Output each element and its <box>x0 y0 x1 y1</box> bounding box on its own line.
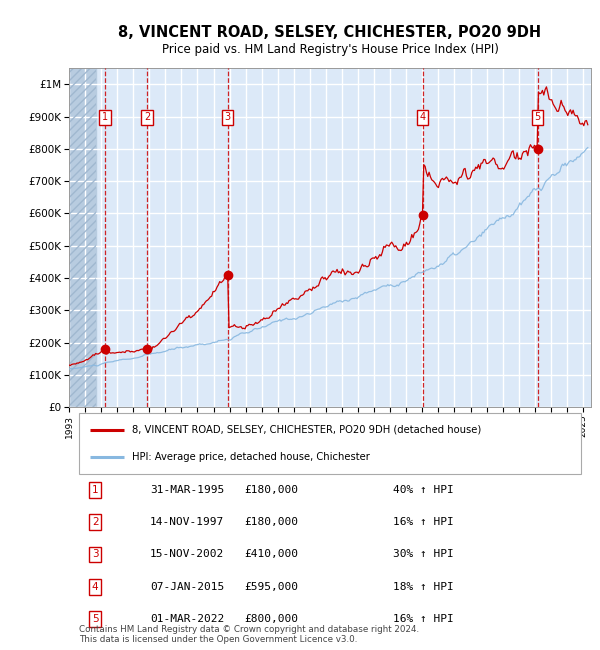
Text: 5: 5 <box>535 112 541 122</box>
Text: 30% ↑ HPI: 30% ↑ HPI <box>392 549 454 560</box>
Text: 01-MAR-2022: 01-MAR-2022 <box>150 614 224 624</box>
Text: 3: 3 <box>224 112 231 122</box>
Bar <box>69 68 97 407</box>
Text: 07-JAN-2015: 07-JAN-2015 <box>150 582 224 592</box>
Text: 4: 4 <box>419 112 426 122</box>
Text: 5: 5 <box>92 614 98 624</box>
Text: Contains HM Land Registry data © Crown copyright and database right 2024.
This d: Contains HM Land Registry data © Crown c… <box>79 625 419 644</box>
Text: 1: 1 <box>102 112 108 122</box>
Text: £180,000: £180,000 <box>245 517 299 527</box>
Text: Price paid vs. HM Land Registry's House Price Index (HPI): Price paid vs. HM Land Registry's House … <box>161 43 499 56</box>
FancyBboxPatch shape <box>79 413 581 474</box>
Text: 31-MAR-1995: 31-MAR-1995 <box>150 485 224 495</box>
Text: 15-NOV-2002: 15-NOV-2002 <box>150 549 224 560</box>
Bar <box>69 68 97 407</box>
Text: HPI: Average price, detached house, Chichester: HPI: Average price, detached house, Chic… <box>131 452 370 462</box>
Text: 8, VINCENT ROAD, SELSEY, CHICHESTER, PO20 9DH: 8, VINCENT ROAD, SELSEY, CHICHESTER, PO2… <box>118 25 542 40</box>
Text: 40% ↑ HPI: 40% ↑ HPI <box>392 485 454 495</box>
Text: 18% ↑ HPI: 18% ↑ HPI <box>392 582 454 592</box>
Text: £595,000: £595,000 <box>245 582 299 592</box>
Text: 3: 3 <box>92 549 98 560</box>
Text: 2: 2 <box>144 112 151 122</box>
Text: £180,000: £180,000 <box>245 485 299 495</box>
Text: £800,000: £800,000 <box>245 614 299 624</box>
Text: 1: 1 <box>92 485 98 495</box>
Text: 16% ↑ HPI: 16% ↑ HPI <box>392 517 454 527</box>
Text: 2: 2 <box>92 517 98 527</box>
Text: 8, VINCENT ROAD, SELSEY, CHICHESTER, PO20 9DH (detached house): 8, VINCENT ROAD, SELSEY, CHICHESTER, PO2… <box>131 425 481 435</box>
Text: £410,000: £410,000 <box>245 549 299 560</box>
Text: 14-NOV-1997: 14-NOV-1997 <box>150 517 224 527</box>
Text: 4: 4 <box>92 582 98 592</box>
Text: 16% ↑ HPI: 16% ↑ HPI <box>392 614 454 624</box>
